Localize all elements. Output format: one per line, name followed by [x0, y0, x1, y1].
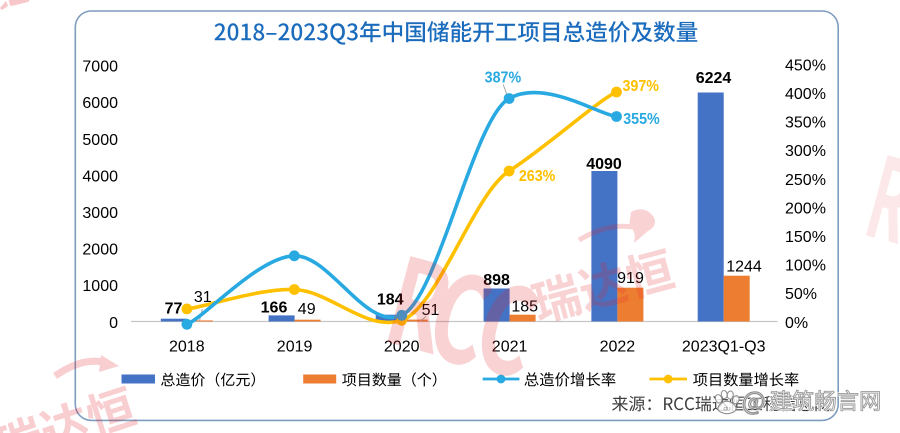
svg-text:150%: 150% [785, 229, 826, 246]
svg-text:2018: 2018 [169, 338, 205, 355]
svg-text:355%: 355% [623, 111, 660, 128]
svg-text:350%: 350% [785, 115, 826, 132]
svg-text:263%: 263% [519, 168, 556, 185]
svg-text:919: 919 [617, 270, 644, 287]
svg-text:49: 49 [298, 301, 316, 318]
svg-text:2023Q1-Q3: 2023Q1-Q3 [682, 338, 766, 355]
svg-text:3000: 3000 [82, 205, 118, 222]
svg-text:2020: 2020 [384, 338, 420, 355]
svg-text:898: 898 [483, 272, 510, 289]
svg-text:250%: 250% [785, 172, 826, 189]
svg-text:7000: 7000 [82, 59, 118, 76]
svg-text:31: 31 [194, 289, 212, 306]
svg-text:51: 51 [422, 302, 440, 319]
svg-text:6224: 6224 [696, 70, 732, 87]
svg-text:0: 0 [109, 315, 118, 332]
svg-text:6000: 6000 [82, 95, 118, 112]
svg-text:2000: 2000 [82, 242, 118, 259]
svg-text:1000: 1000 [82, 278, 118, 295]
svg-text:4000: 4000 [82, 168, 118, 185]
svg-text:2022: 2022 [600, 338, 636, 355]
svg-text:2021: 2021 [492, 338, 528, 355]
svg-text:397%: 397% [622, 78, 659, 95]
svg-text:4090: 4090 [586, 156, 622, 173]
svg-text:100%: 100% [785, 258, 826, 275]
svg-text:77: 77 [165, 300, 183, 317]
svg-text:387%: 387% [485, 69, 522, 86]
svg-text:1244: 1244 [726, 259, 762, 276]
svg-text:185: 185 [511, 298, 538, 315]
svg-text:300%: 300% [785, 143, 826, 160]
svg-text:400%: 400% [785, 86, 826, 103]
svg-text:50%: 50% [785, 286, 817, 303]
svg-text:5000: 5000 [82, 132, 118, 149]
svg-text:2019: 2019 [277, 338, 313, 355]
svg-text:166: 166 [261, 300, 288, 317]
svg-text:184: 184 [377, 292, 404, 309]
svg-text:0%: 0% [785, 315, 808, 332]
svg-text:200%: 200% [785, 200, 826, 217]
svg-text:du: du [723, 405, 731, 412]
svg-text:450%: 450% [785, 57, 826, 74]
